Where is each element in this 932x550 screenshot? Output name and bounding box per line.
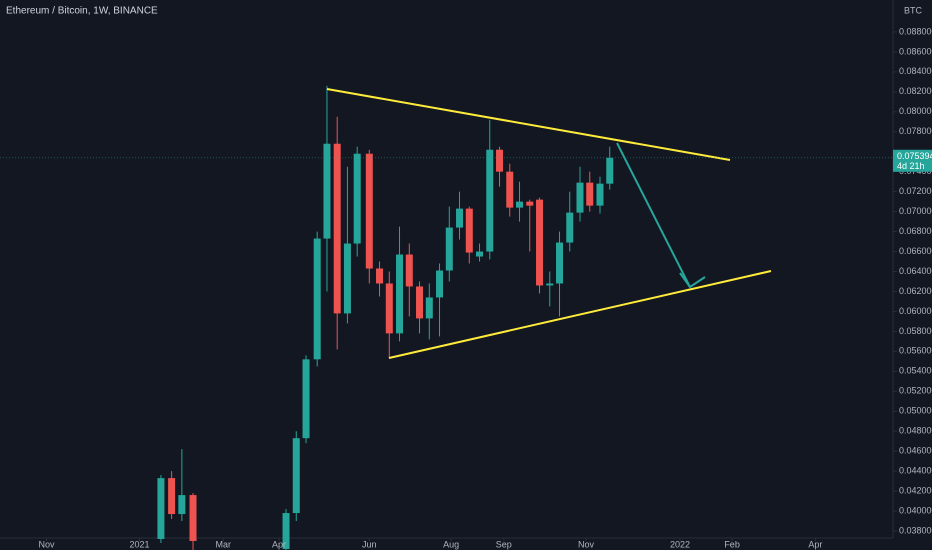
chart-title: Ethereum / Bitcoin, 1W, BINANCE — [6, 6, 158, 17]
x-tick-label: 2022 — [670, 539, 690, 549]
currency-label: BTC — [904, 5, 923, 15]
candle-body — [465, 208, 473, 253]
candle-body — [546, 283, 554, 286]
currency-badge — [897, 4, 929, 18]
x-tick-label: 2021 — [130, 539, 150, 549]
candle-body — [516, 201, 524, 208]
candle-body — [496, 149, 504, 172]
last-price-badge — [893, 149, 932, 172]
candle-body — [576, 182, 584, 213]
candle-body — [606, 157, 614, 184]
x-tick-label: Mar — [216, 539, 232, 549]
candle-body — [436, 270, 444, 298]
arrow-head — [679, 272, 706, 289]
candle-body — [405, 254, 413, 287]
x-tick-label: Nov — [578, 539, 595, 549]
candle-body — [282, 513, 290, 549]
candle-body — [189, 495, 197, 541]
candle-body — [526, 201, 534, 206]
candle-body — [416, 286, 424, 319]
candle-body — [556, 242, 564, 284]
candle-body — [313, 238, 321, 360]
candle-body — [506, 171, 514, 208]
candle-body — [292, 438, 300, 514]
candle-body — [486, 149, 494, 252]
candle-body — [353, 153, 361, 244]
candle-body — [536, 199, 544, 286]
candle-body — [333, 143, 341, 314]
candle-body — [178, 495, 186, 515]
candle-body — [157, 478, 165, 539]
x-tick-label: Aug — [443, 539, 459, 549]
trendline-upper — [326, 88, 731, 161]
candle-body — [456, 208, 464, 228]
candle-body — [586, 182, 594, 206]
candle-body — [425, 297, 433, 319]
x-tick-label: Jun — [362, 539, 377, 549]
candle-body — [445, 227, 453, 271]
y-tick-label: 0.088000 — [899, 26, 932, 36]
candle-body — [376, 268, 384, 284]
candle-body — [168, 478, 176, 515]
arrow-line — [616, 142, 691, 288]
candle-body — [476, 251, 484, 257]
candle-body — [385, 283, 393, 334]
x-tick-label: Apr — [272, 539, 286, 549]
candle-body — [343, 243, 351, 314]
x-tick-label: Feb — [724, 539, 740, 549]
drawings — [326, 88, 772, 359]
candle-body — [596, 183, 604, 206]
x-tick-label: Apr — [808, 539, 822, 549]
countdown-label: 4d 21h — [897, 161, 925, 171]
candle-body — [396, 254, 404, 334]
x-tick-label: Nov — [39, 539, 56, 549]
candle-body — [566, 212, 574, 243]
candle-body — [302, 359, 310, 439]
candle-body — [323, 143, 331, 239]
last-price-label: 0.075394 — [897, 151, 932, 161]
trendline-lower — [388, 270, 772, 359]
candle-body — [365, 153, 373, 269]
x-tick-label: Sep — [496, 539, 512, 549]
plot — [157, 85, 614, 550]
